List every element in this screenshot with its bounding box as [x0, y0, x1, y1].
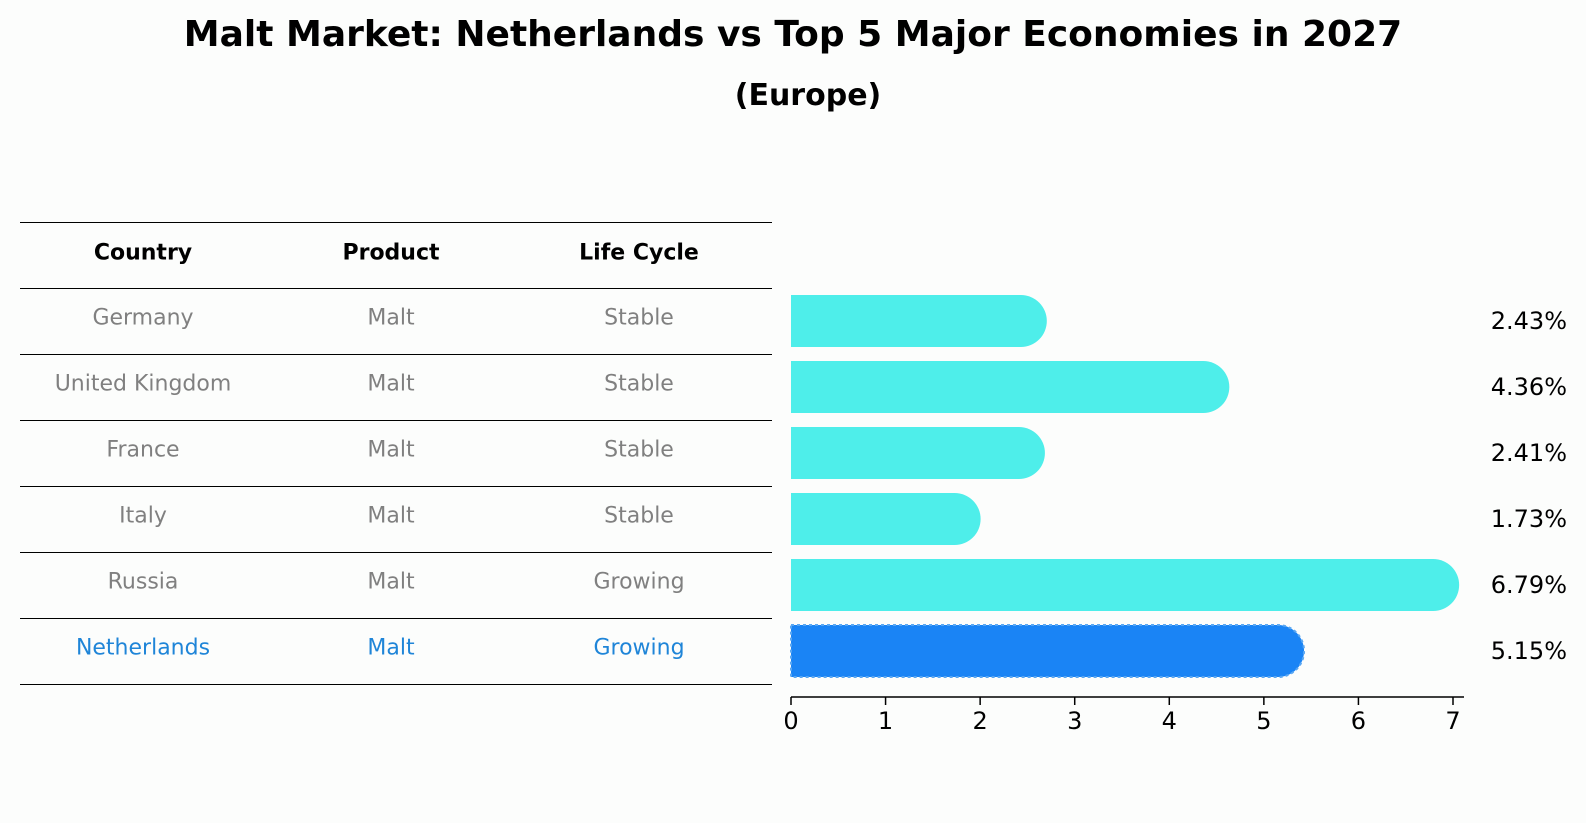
country-cell: Netherlands [75, 635, 211, 661]
bar-value-label: 2.41% [1491, 439, 1567, 467]
bar [790, 624, 1306, 678]
table-rule [20, 288, 772, 289]
country-cell: Germany [92, 305, 194, 331]
bar-value-label: 1.73% [1491, 505, 1567, 533]
header-product: Product [342, 240, 440, 266]
bar-value-label: 2.43% [1491, 307, 1567, 335]
bar-value-label: 6.79% [1491, 571, 1567, 599]
table-rule [20, 354, 772, 355]
bar-value-label: 5.15% [1491, 637, 1567, 665]
country-cell: Italy [119, 503, 167, 529]
table-rule [20, 222, 772, 223]
header-life-cycle: Life Cycle [579, 240, 699, 266]
life-cycle-cell: Stable [604, 371, 674, 397]
table-rule [20, 552, 772, 553]
product-cell: Malt [367, 569, 415, 595]
x-tick-label: 1 [878, 707, 893, 735]
chart-subtitle: (Europe) [734, 78, 882, 113]
bar [791, 361, 1230, 413]
chart-title: Malt Market: Netherlands vs Top 5 Major … [183, 14, 1403, 55]
life-cycle-cell: Growing [593, 635, 685, 661]
x-tick-label: 7 [1445, 707, 1460, 735]
life-cycle-cell: Stable [604, 437, 674, 463]
product-cell: Malt [367, 635, 415, 661]
table-rule [20, 618, 772, 619]
country-cell: United Kingdom [54, 371, 232, 397]
product-cell: Malt [367, 305, 415, 331]
life-cycle-cell: Growing [593, 569, 685, 595]
x-tick-label: 6 [1351, 707, 1366, 735]
bar [791, 493, 981, 545]
x-tick-label: 3 [1067, 707, 1082, 735]
country-cell: Russia [107, 569, 179, 595]
x-tick-label: 5 [1256, 707, 1271, 735]
table-rule [20, 684, 772, 685]
table-rule [20, 420, 772, 421]
product-cell: Malt [367, 371, 415, 397]
product-cell: Malt [367, 437, 415, 463]
bar [791, 295, 1047, 347]
bar [791, 427, 1045, 479]
x-tick-label: 0 [783, 707, 798, 735]
header-country: Country [93, 240, 193, 266]
table-rule [20, 486, 772, 487]
life-cycle-cell: Stable [604, 305, 674, 331]
x-tick-label: 4 [1162, 707, 1177, 735]
product-cell: Malt [367, 503, 415, 529]
bar [791, 559, 1460, 611]
x-tick-label: 2 [973, 707, 988, 735]
life-cycle-cell: Stable [604, 503, 674, 529]
bar-value-label: 4.36% [1491, 373, 1567, 401]
country-cell: France [106, 437, 180, 463]
